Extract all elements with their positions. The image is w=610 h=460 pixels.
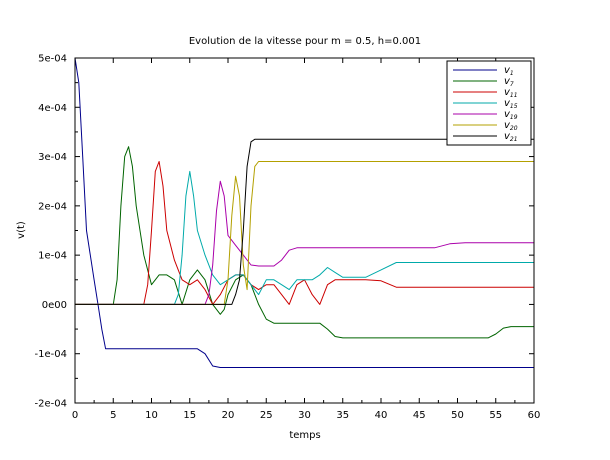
legend-label: v7 (504, 76, 514, 88)
chart-title: Evolution de la vitesse pour m = 0.5, h=… (189, 36, 421, 47)
x-tick-label: 60 (528, 410, 541, 421)
x-tick-label: 20 (222, 410, 235, 421)
x-tick-label: 25 (260, 410, 273, 421)
y-tick-label: -1e-04 (35, 349, 67, 360)
legend-label: v21 (504, 131, 518, 143)
x-tick-label: 30 (298, 410, 311, 421)
y-tick-label: -2e-04 (35, 399, 67, 410)
y-tick-label: 5e-04 (38, 54, 67, 65)
series-lines (74, 57, 534, 368)
series-line-7 (75, 138, 534, 305)
axis-ticks: 0 5 10 15 20 25 30 35 40 45 50 55 60 -2e-04 -1e-04 0e00… (35, 54, 541, 422)
y-tick-label: 3e-04 (38, 152, 67, 163)
series-line-6 (75, 161, 534, 305)
y-tick-label: 0e00 (42, 300, 67, 311)
x-tick-label: 45 (413, 410, 426, 421)
x-tick-label: 5 (110, 410, 116, 421)
legend-label: v11 (504, 87, 518, 99)
series-line-1 (74, 57, 534, 368)
x-tick-label: 35 (336, 410, 349, 421)
x-tick-label: 50 (451, 410, 464, 421)
series-line-5 (75, 180, 534, 305)
x-tick-label: 15 (183, 410, 196, 421)
y-tick-label: 4e-04 (38, 103, 67, 114)
x-tick-label: 0 (72, 410, 78, 421)
series-line-4 (75, 170, 534, 305)
y-tick-label: 1e-04 (38, 251, 67, 262)
x-axis-label: temps (289, 430, 320, 441)
plot-frame (74, 57, 535, 404)
y-tick-label: 2e-04 (38, 201, 67, 212)
x-tick-label: 40 (375, 410, 388, 421)
legend-label: v1 (504, 65, 514, 77)
y-axis-label: v(t) (16, 221, 27, 239)
series-line-3 (75, 161, 534, 305)
legend-label: v15 (504, 98, 518, 110)
x-tick-label: 10 (145, 410, 158, 421)
legend-label: v20 (504, 120, 518, 132)
legend-label: v19 (504, 109, 518, 121)
series-line-2 (75, 146, 534, 339)
x-tick-label: 55 (489, 410, 502, 421)
